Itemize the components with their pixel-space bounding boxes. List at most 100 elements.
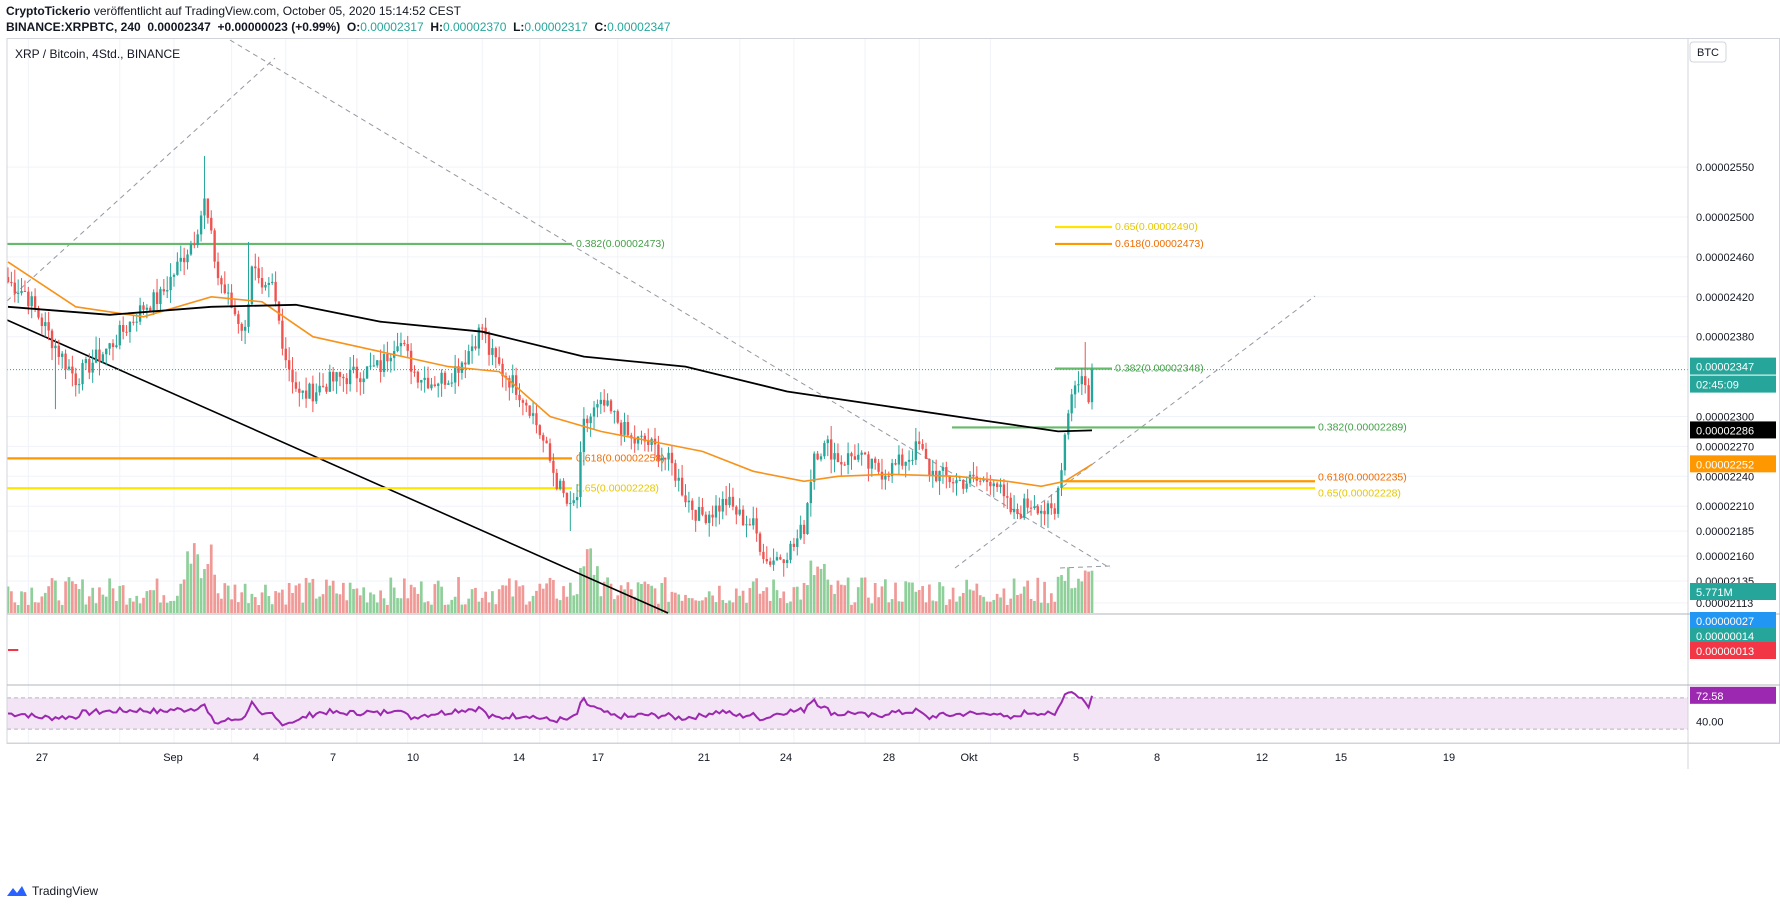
fib-label: 0.618(0.00002258) xyxy=(576,452,665,464)
volume-bar xyxy=(548,577,552,613)
candle-body xyxy=(741,509,745,526)
low-value: 0.00002317 xyxy=(524,20,588,34)
candle-body xyxy=(61,353,64,357)
candle-body xyxy=(572,500,575,504)
candle-body xyxy=(894,463,897,465)
candle-body xyxy=(98,349,101,362)
candle-body xyxy=(711,514,714,518)
candle-body xyxy=(565,493,569,504)
volume-bar xyxy=(660,582,664,613)
volume-bar xyxy=(921,586,924,613)
candle-body xyxy=(958,479,962,481)
volume-bar xyxy=(1070,588,1074,613)
candle-body xyxy=(67,366,71,370)
volume-bar xyxy=(67,577,71,613)
volume-bar xyxy=(389,577,393,613)
price-tick-label: 0.00002210 xyxy=(1696,501,1754,513)
volume-bar xyxy=(474,587,477,613)
macd-badge: 0.00000013 xyxy=(1696,646,1754,658)
volume-bar xyxy=(362,587,366,613)
candle-body xyxy=(84,359,88,364)
volume-bar xyxy=(975,583,979,613)
candle-body xyxy=(924,448,928,459)
currency-button[interactable] xyxy=(1689,41,1727,63)
candle-body xyxy=(660,457,663,461)
candle-body xyxy=(779,557,782,560)
candle-body xyxy=(714,505,718,518)
volume-bar xyxy=(497,589,501,613)
volume-bar xyxy=(721,600,725,613)
volume-bar xyxy=(413,587,416,613)
candle-body xyxy=(789,543,792,560)
tradingview-logo[interactable]: TradingView xyxy=(6,884,98,898)
candle-body xyxy=(91,362,94,373)
candle-body xyxy=(857,454,860,460)
volume-bar xyxy=(108,578,111,613)
candle-body xyxy=(962,479,965,489)
candle-body xyxy=(362,378,365,383)
volume-bar xyxy=(74,583,78,613)
candle-body xyxy=(670,452,674,464)
volume-bar xyxy=(524,604,528,613)
candle-body xyxy=(365,366,369,379)
candle-body xyxy=(474,346,477,349)
candle-body xyxy=(1046,503,1050,515)
candle-body xyxy=(616,411,619,423)
volume-bar xyxy=(704,597,708,613)
time-tick-label: 12 xyxy=(1256,752,1268,764)
candle-body xyxy=(674,463,677,481)
candle-body xyxy=(542,435,545,441)
volume-bar xyxy=(365,602,369,613)
volume-bar xyxy=(948,599,952,613)
volume-bar xyxy=(33,602,37,613)
volume-bar xyxy=(633,596,637,613)
volume-bar xyxy=(342,582,345,613)
fib-levels: 0.382(0.00002473) 0.65(0.00002490) 0.618(0… xyxy=(7,221,1407,499)
rsi-line xyxy=(7,691,1093,727)
candle-body xyxy=(172,274,176,277)
fib-label: 0.382(0.00002473) xyxy=(576,238,665,250)
volume-bar xyxy=(602,581,606,613)
volume-bar xyxy=(999,597,1002,613)
volume-bar xyxy=(338,594,342,613)
volume-bar xyxy=(1083,570,1087,613)
volume-bar xyxy=(978,595,982,613)
volume-bar xyxy=(738,595,742,613)
volume-bar xyxy=(20,591,23,613)
symbol-label: BINANCE:XRPBTC, 240 xyxy=(6,20,141,34)
price-tick-label: 0.00002160 xyxy=(1696,551,1754,563)
candle-body xyxy=(254,266,257,269)
candle-body xyxy=(426,377,430,389)
candle-body xyxy=(1087,385,1090,403)
candle-body xyxy=(904,461,907,466)
price-chart[interactable]: 0.382(0.00002473) 0.65(0.00002490) 0.618(0… xyxy=(0,38,1780,882)
volume-bar xyxy=(10,591,13,613)
candle-body xyxy=(545,440,548,444)
volume-bar xyxy=(64,581,67,613)
volume-bar xyxy=(426,601,430,613)
volume-bar xyxy=(829,584,833,613)
volume-bar xyxy=(931,600,935,613)
candle-body xyxy=(27,291,30,307)
volume-bar xyxy=(558,600,562,613)
volume-bar xyxy=(850,604,853,613)
volume-bar xyxy=(199,578,203,613)
volume-bar xyxy=(955,601,958,613)
volume-bar xyxy=(494,604,498,613)
volume-bar xyxy=(30,587,34,613)
volume-bar xyxy=(267,596,271,613)
candle-body xyxy=(223,284,226,294)
volume-bar xyxy=(677,594,681,613)
volume-bar xyxy=(806,585,809,613)
candle-body xyxy=(37,307,40,318)
volume-bar xyxy=(687,597,691,613)
volume-bar xyxy=(684,594,687,613)
candle-body xyxy=(843,464,846,466)
chart-frame xyxy=(6,38,1780,769)
volume-bar xyxy=(541,588,545,613)
volume-bar xyxy=(138,603,142,613)
volume-bar xyxy=(311,578,315,613)
volume-bar xyxy=(535,590,538,613)
candle-body xyxy=(321,385,325,387)
candle-body xyxy=(54,345,57,349)
